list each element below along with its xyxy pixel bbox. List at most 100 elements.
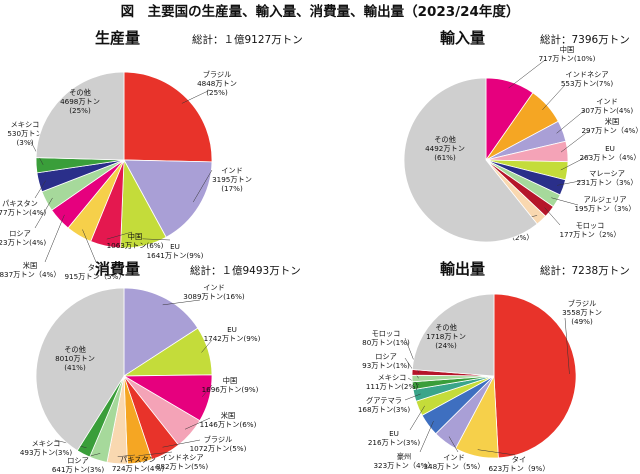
leader-line — [82, 229, 97, 263]
slice-name: ロシア — [375, 352, 397, 361]
slice-name: ロシア — [67, 456, 89, 465]
slice-name: インドネシア — [160, 453, 203, 462]
slice-label: インド 3089万トン(16%) — [183, 283, 245, 301]
leader-line — [201, 339, 213, 353]
slice-value: 724万トン(4%) — [112, 464, 164, 473]
slice-name: パキスタン — [120, 455, 156, 464]
slice-value: 195万トン（3%） — [574, 204, 635, 213]
slice-name: 米国 — [221, 411, 235, 420]
slice-label: 中国 1063万トン(6%) — [107, 232, 164, 250]
slice-label: メキシコ 111万トン(2%) — [366, 373, 418, 391]
slice-value: 4848万トン — [197, 79, 237, 88]
slice-name: 米国 — [605, 117, 619, 126]
slice-name: モロッコ — [372, 329, 401, 338]
pie-slice — [403, 77, 538, 243]
slice-value: 723万トン(4%) — [0, 238, 46, 247]
slice-name: メキシコ — [32, 439, 61, 448]
slice-value: 4492万トン — [425, 144, 465, 153]
slice-label: ロシア723万トン(4%) — [0, 229, 46, 247]
slice-name: ブラジル — [568, 299, 597, 308]
slice-label: ロシア 93万トン(1%) — [362, 352, 410, 370]
slice-value: 80万トン(1%) — [362, 338, 410, 347]
exports-pie: ブラジル 3558万トン(49%)タイ 623万トン（9%）インド 348万トン（5%… — [358, 293, 602, 473]
slice-value: (25%) — [69, 106, 91, 115]
slice-name: その他 — [435, 323, 457, 332]
slice-value: 553万トン(7%) — [561, 79, 613, 88]
slice-value: 8010万トン — [55, 354, 95, 363]
slice-value: 177万トン（2%） — [559, 230, 620, 239]
leader-line — [202, 384, 213, 397]
slice-name: メキシコ — [378, 373, 407, 382]
slice-name: メキシコ — [11, 120, 40, 129]
slice-value: 1063万トン(6%) — [107, 241, 164, 250]
slice-value: 4698万トン — [60, 97, 100, 106]
slice-label: ブラジル 3558万トン(49%) — [562, 299, 602, 326]
slice-label: マレーシア 231万トン（3%） — [576, 169, 637, 187]
leader-line — [44, 214, 65, 263]
pie-slice — [123, 287, 199, 377]
pie-slice — [35, 71, 125, 161]
imports-title: 輸入量 — [440, 29, 485, 47]
leader-line — [117, 454, 136, 457]
leader-line — [419, 420, 434, 453]
slice-label: インド 348万トン（5%） — [423, 453, 484, 471]
slice-name: ブラジル — [203, 70, 232, 79]
slice-value: (25%) — [206, 88, 228, 97]
slice-name: 中国 — [223, 376, 237, 385]
leader-line — [544, 207, 561, 226]
slice-label: EU 1742万トン(9%) — [204, 325, 261, 343]
slice-label: 米国 297万トン（4%） — [581, 117, 640, 135]
slice-name: モロッコ — [576, 221, 605, 230]
pie-slice — [35, 287, 125, 452]
leader-line — [409, 405, 425, 431]
leader-line — [508, 59, 546, 89]
slice-label: その他 4492万トン(61%) — [425, 135, 465, 162]
slice-label: ブラジル 4848万トン(25%) — [197, 70, 237, 97]
leader-line — [162, 299, 201, 306]
slice-value: 348万トン（5%） — [423, 462, 484, 471]
leader-line — [404, 393, 421, 401]
slice-name: 中国 — [128, 232, 142, 241]
slice-value: 493万トン(3%) — [20, 448, 72, 457]
slice-value: 216万トン(3%) — [368, 438, 420, 447]
slice-value: 1718万トン — [426, 332, 466, 341]
slice-name: インド — [203, 283, 225, 292]
slice-name: パキスタン — [2, 199, 38, 208]
slice-label: ブラジル 1072万トン(5%) — [190, 435, 247, 453]
production-total: 総計：１億9127万トン — [192, 33, 303, 46]
slice-value: 882万トン(5%) — [156, 462, 208, 471]
slice-name: グアテマラ — [366, 396, 402, 405]
slice-name: インド — [443, 453, 465, 462]
slice-name: その他 — [64, 345, 86, 354]
slice-label: 中国 717万トン(10%) — [539, 45, 596, 63]
slice-name: インドネシア — [565, 70, 608, 79]
leader-line — [181, 89, 211, 104]
slice-name: EU — [227, 325, 237, 334]
leader-line — [477, 449, 516, 456]
slice-value: 623万トン（9%） — [488, 464, 549, 473]
slice-label: アルジェリア 195万トン（3%） — [574, 195, 635, 213]
slice-value: (24%) — [435, 341, 457, 350]
slice-value: 231万トン（3%） — [576, 178, 637, 187]
slice-value: 297万トン（4%） — [581, 126, 640, 135]
slice-label: モロッコ 177万トン（2%） — [559, 221, 620, 239]
slice-value: 1146万トン(6%) — [200, 420, 257, 429]
slice-name: アルジェリア — [583, 195, 626, 204]
slice-value: 3558万トン — [562, 308, 602, 317]
exports-total: 総計：7238万トン — [540, 264, 630, 277]
leader-line — [556, 109, 586, 134]
slice-label: その他 8010万トン(41%) — [55, 345, 95, 372]
slice-value: (3%) — [16, 138, 33, 147]
slice-label: 豪州 323万トン（4%） — [373, 452, 434, 470]
slice-value: 3089万トン(16%) — [183, 292, 245, 301]
slice-label: メキシコ 530万トン(3%) — [7, 120, 42, 147]
leader-line — [142, 238, 171, 241]
leader-line — [448, 436, 459, 453]
slice-value: 323万トン（4%） — [373, 461, 434, 470]
slice-label: その他 4698万トン(25%) — [60, 88, 100, 115]
slice-label: インド 3195万トン(17%) — [212, 166, 252, 193]
consumption-panel: 消費量 総計：１億9493万トン インド 3089万トン(16%) EU 1742万ト… — [20, 260, 301, 474]
imports-panel: 輸入量 総計：7396万トン 中国 717万トン(10%) インドネシア 553万トン… — [403, 29, 640, 243]
slice-label: メキシコ 493万トン(3%) — [20, 439, 72, 457]
slice-name: タイ — [88, 263, 102, 272]
